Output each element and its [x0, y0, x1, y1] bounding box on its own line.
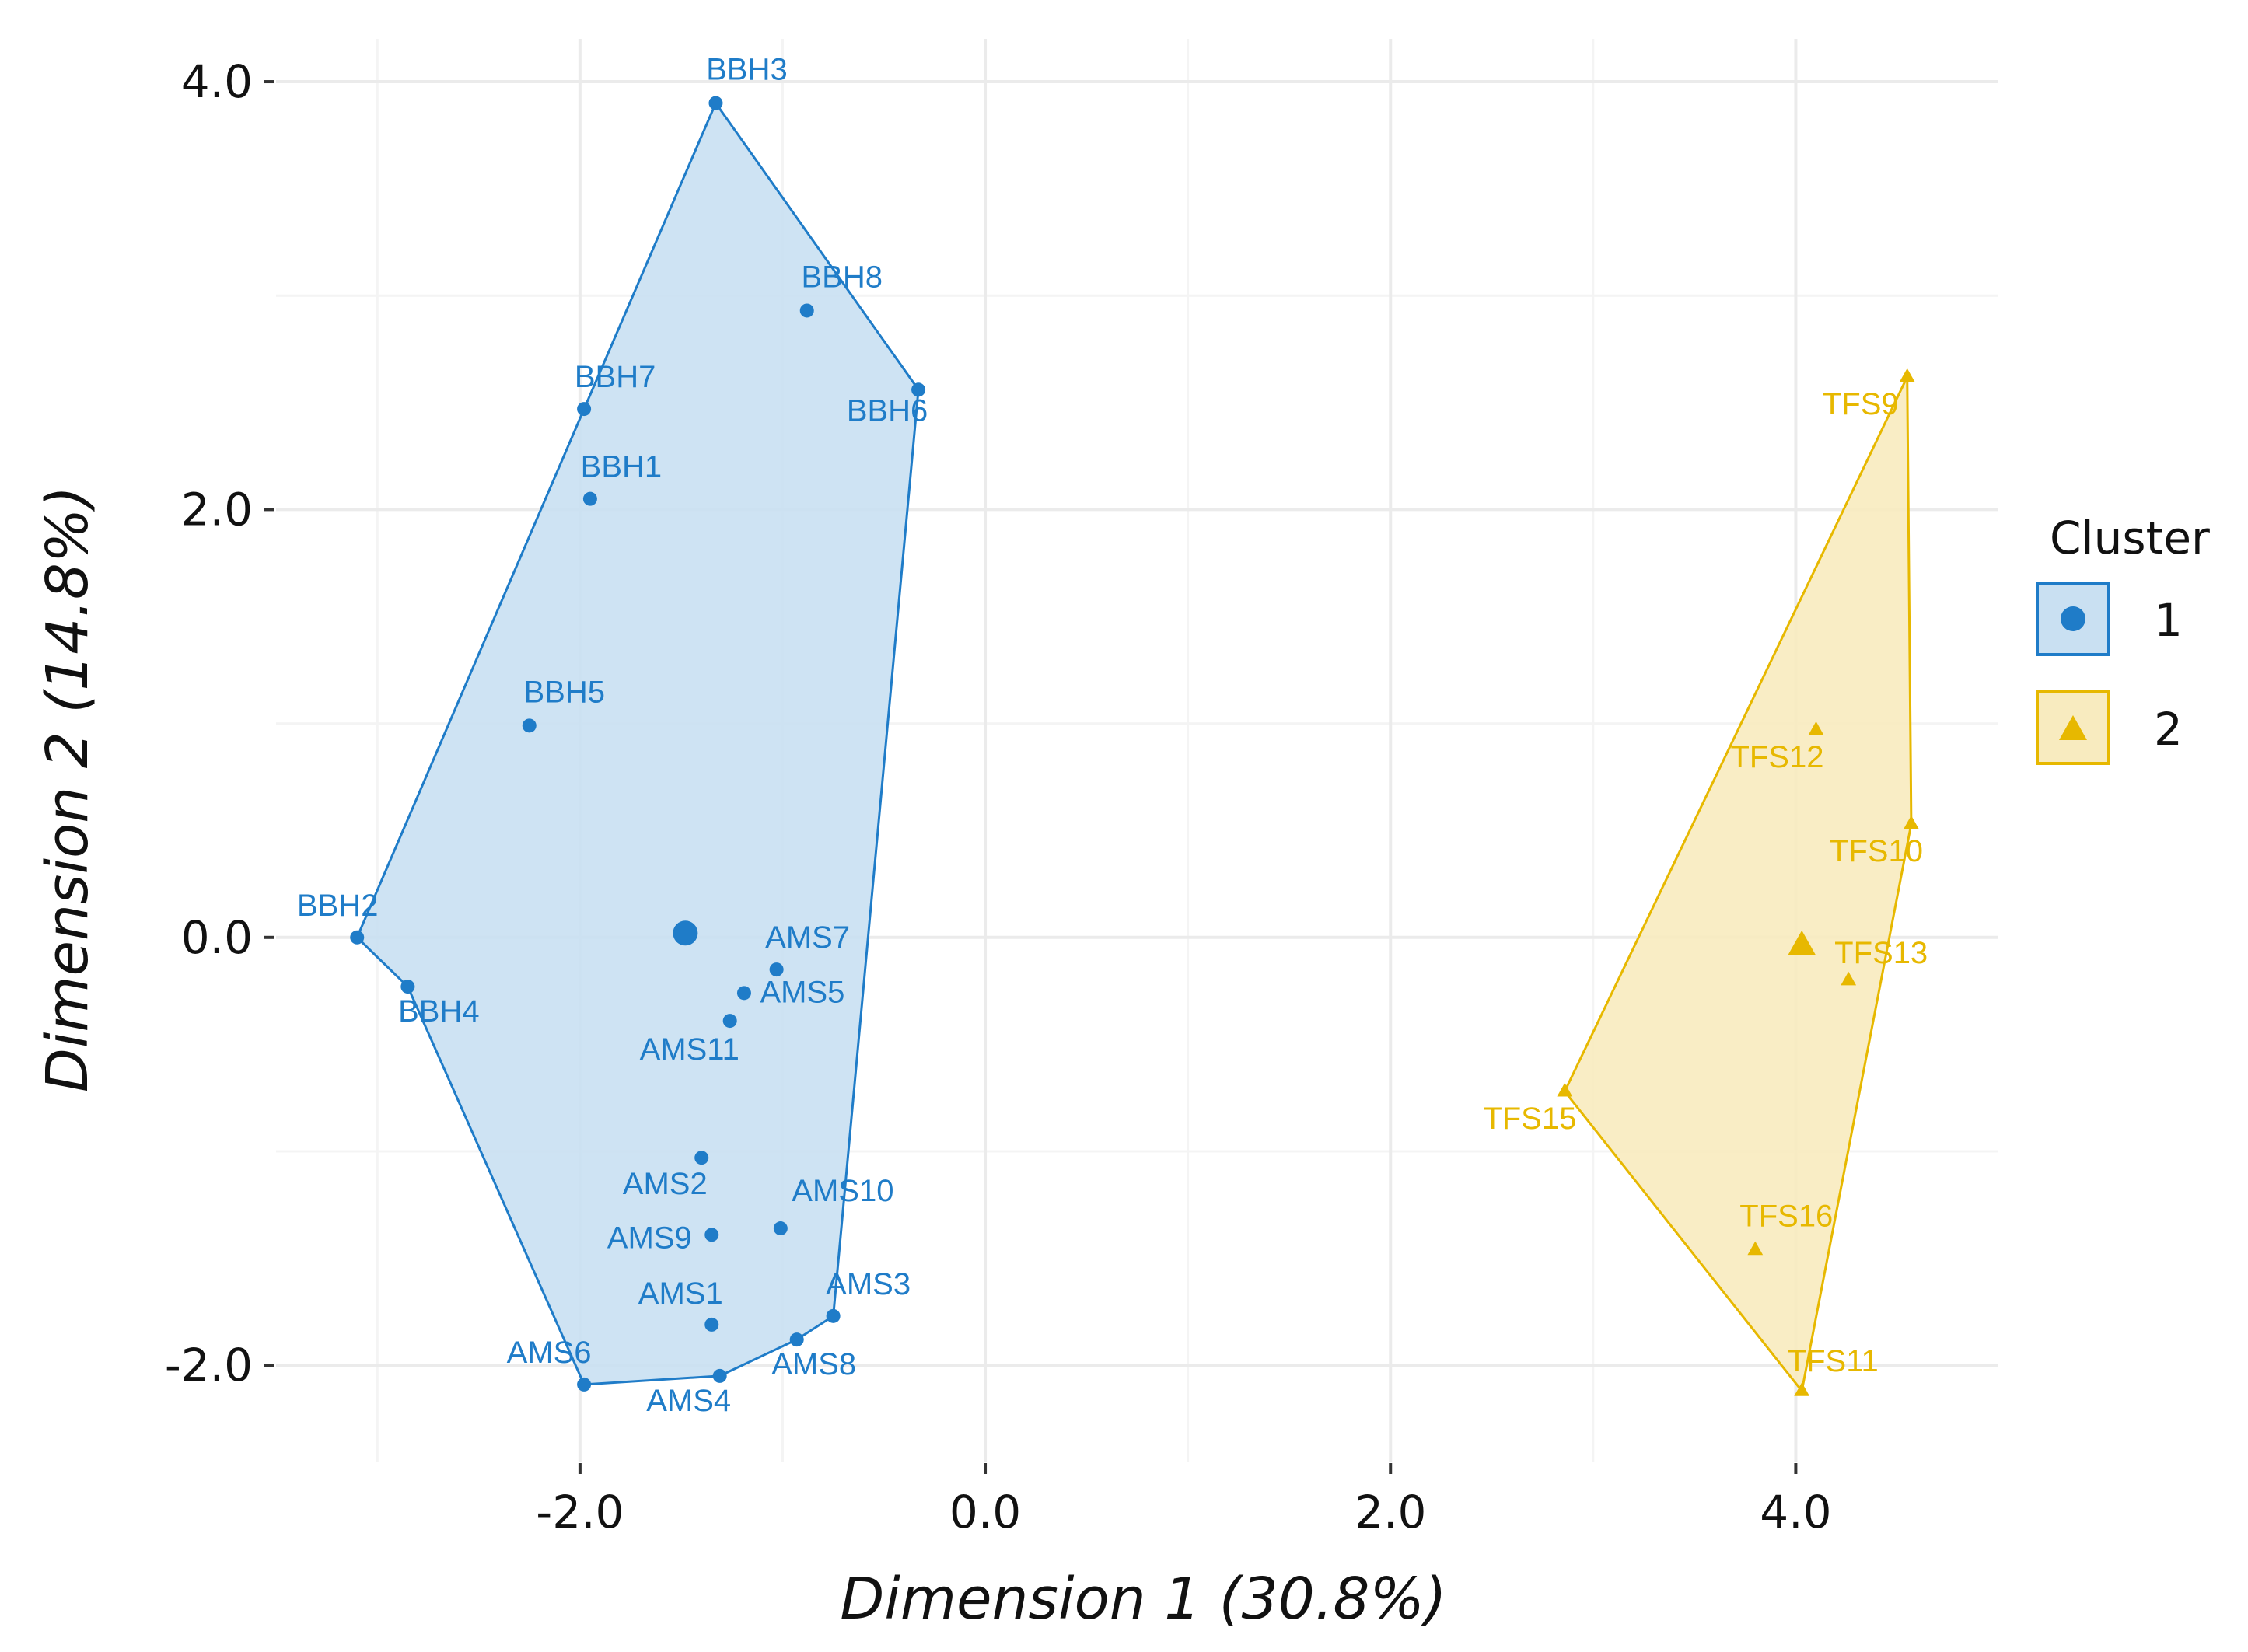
cluster-2-centroid [1788, 930, 1816, 955]
point-label-ams10: AMS10 [792, 1174, 893, 1208]
point-ams2 [694, 1151, 709, 1165]
x-axis-title: Dimension 1 (30.8%) [840, 1566, 1446, 1633]
point-label-bbh8: BBH8 [801, 260, 883, 294]
point-ams10 [773, 1221, 788, 1236]
point-ams3 [826, 1308, 841, 1323]
legend-triangle-icon [2059, 715, 2087, 740]
point-ams9 [704, 1228, 719, 1242]
point-label-tfs16: TFS16 [1739, 1200, 1833, 1234]
point-label-bbh1: BBH1 [581, 450, 663, 484]
cluster-hulls [355, 102, 1913, 1392]
x-tick-label: 2.0 [1355, 1486, 1426, 1538]
point-ams8 [789, 1332, 804, 1347]
point-label-ams2: AMS2 [623, 1167, 708, 1201]
point-label-bbh4: BBH4 [398, 994, 480, 1029]
point-label-ams8: AMS8 [771, 1347, 856, 1381]
point-label-ams11: AMS11 [640, 1032, 739, 1067]
point-label-bbh7: BBH7 [575, 360, 656, 394]
legend-entry-2: 2 [2036, 690, 2183, 765]
point-bbh3 [708, 96, 723, 110]
legend-label-2: 2 [2154, 703, 2183, 756]
axes: -2.0 0.0 2.0 4.0 -2.0 0.0 2.0 4.0 Dimension 1 (3… [34, 55, 1832, 1633]
point-bbh6 [911, 382, 926, 397]
point-bbh8 [799, 303, 814, 318]
point-ams7 [769, 962, 784, 977]
point-label-tfs11: TFS11 [1788, 1344, 1879, 1378]
point-tfs16 [1747, 1241, 1764, 1256]
y-tick-label: 4.0 [181, 55, 253, 108]
point-tfs9 [1899, 368, 1915, 382]
point-label-tfs12: TFS12 [1730, 740, 1823, 774]
point-label-ams3: AMS3 [826, 1267, 911, 1301]
point-label-bbh3: BBH3 [706, 53, 788, 87]
point-tfs15 [1557, 1082, 1573, 1097]
x-tick-label: -2.0 [536, 1486, 624, 1538]
point-ams6 [577, 1377, 592, 1392]
legend-circle-icon [2061, 606, 2085, 631]
cluster-1-hull [355, 102, 920, 1386]
point-label-ams6: AMS6 [507, 1336, 592, 1370]
point-label-tfs15: TFS15 [1483, 1102, 1576, 1136]
point-label-ams1: AMS1 [638, 1277, 723, 1311]
data-points [350, 96, 1919, 1396]
point-bbh4 [400, 980, 415, 994]
cluster-1-centroid [673, 920, 698, 946]
point-label-tfs9: TFS9 [1823, 387, 1899, 421]
legend-entry-1: 1 [2036, 582, 2183, 656]
point-ams11 [722, 1014, 737, 1029]
y-tick-label: 0.0 [181, 911, 253, 964]
point-label-tfs10: TFS10 [1830, 834, 1923, 868]
point-label-bbh2: BBH2 [297, 889, 379, 923]
point-ams1 [704, 1317, 719, 1332]
y-axis-title: Dimension 2 (14.8%) [34, 486, 101, 1092]
point-label-ams7: AMS7 [765, 920, 850, 955]
point-tfs10 [1904, 815, 1919, 829]
point-bbh5 [522, 718, 537, 733]
point-label-ams9: AMS9 [607, 1221, 692, 1255]
point-bbh7 [577, 402, 592, 417]
point-ams5 [736, 986, 751, 1001]
point-label-bbh6: BBH6 [847, 393, 928, 428]
point-ams4 [712, 1368, 727, 1383]
point-bbh2 [350, 930, 365, 945]
x-tick-label: 4.0 [1760, 1486, 1831, 1538]
point-tfs13 [1841, 971, 1857, 986]
point-label-bbh5: BBH5 [523, 675, 605, 709]
x-tick-label: 0.0 [949, 1486, 1021, 1538]
point-tfs12 [1808, 721, 1824, 735]
legend-label-1: 1 [2154, 594, 2183, 647]
point-tfs11 [1794, 1382, 1810, 1396]
legend-title: Cluster [2050, 512, 2210, 564]
point-labels: BBH3 BBH8 BBH6 BBH7 BBH1 BBH5 BBH2 BBH4 AMS7 AMS5… [297, 53, 1928, 1418]
point-label-ams4: AMS4 [646, 1384, 731, 1418]
legend: Cluster 1 2 [2036, 512, 2210, 765]
point-label-ams5: AMS5 [760, 975, 844, 1009]
y-tick-label: -2.0 [165, 1339, 253, 1392]
point-bbh1 [582, 491, 597, 506]
point-label-tfs13: TFS13 [1834, 936, 1928, 970]
y-tick-label: 2.0 [181, 483, 253, 536]
